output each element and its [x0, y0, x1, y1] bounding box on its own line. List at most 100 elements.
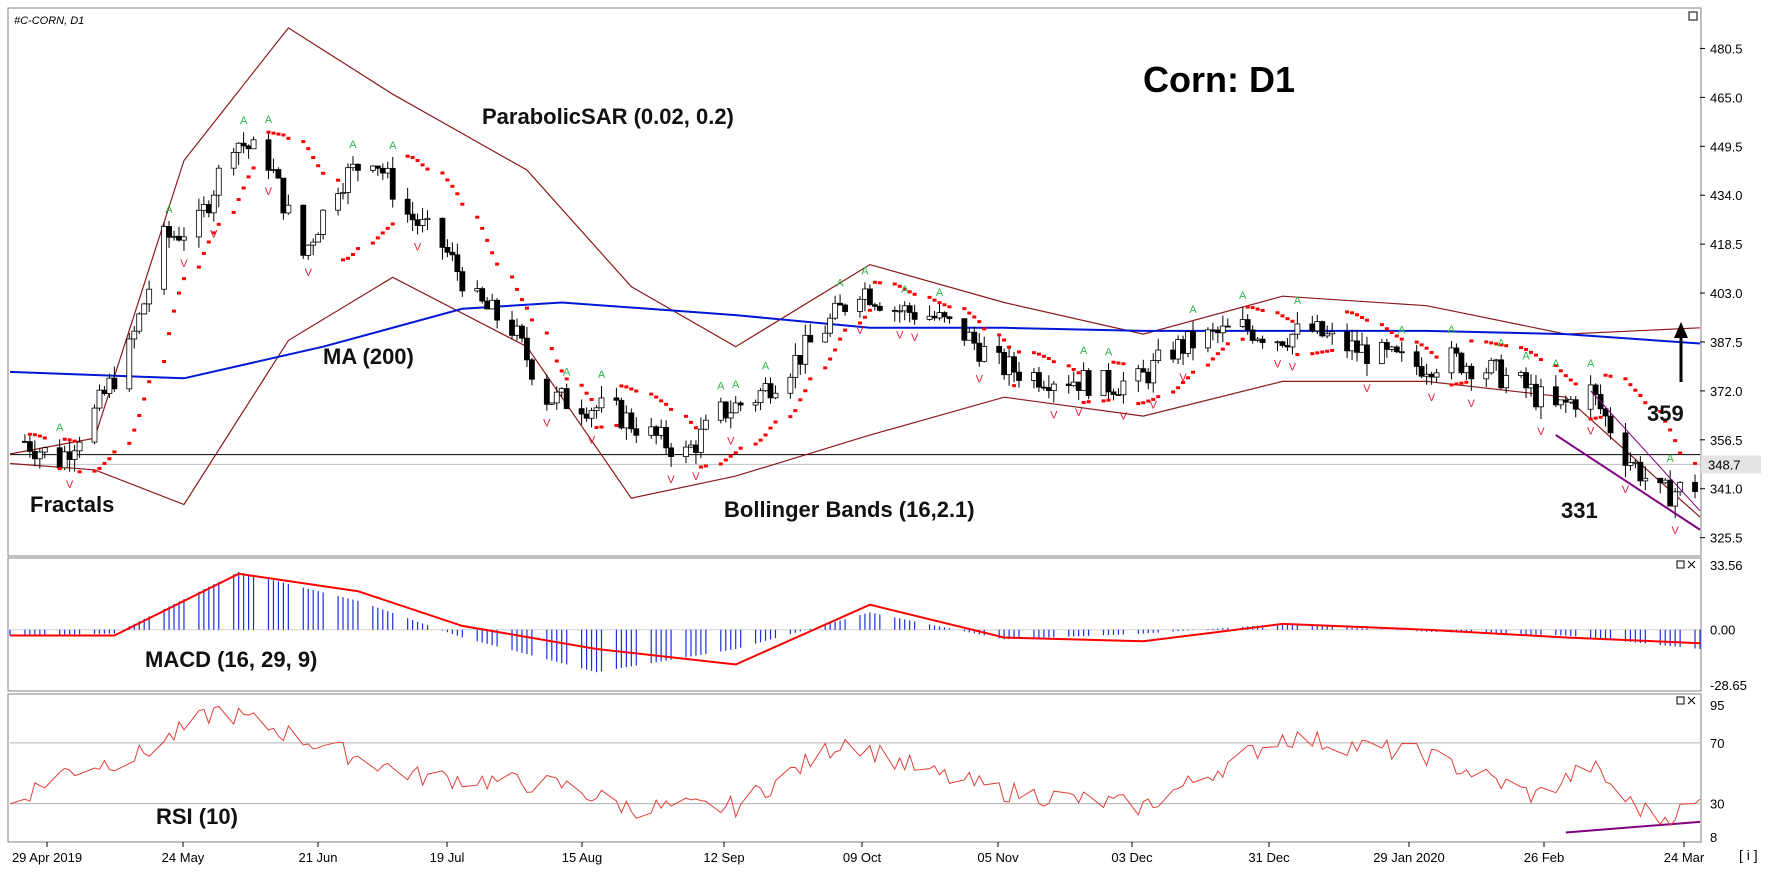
candle-body: [509, 319, 515, 336]
sar-dot: [833, 348, 838, 352]
price-tick-label: 449.5: [1710, 139, 1743, 154]
rsi-maximize-icon[interactable]: [1676, 696, 1685, 705]
fractal-down-marker: V: [727, 435, 735, 447]
date-tick-label: 29 Jan 2020: [1373, 850, 1445, 865]
candle-body: [548, 402, 555, 405]
sar-dot: [1101, 399, 1106, 403]
candle-body: [1070, 381, 1077, 387]
sar-dot: [246, 175, 251, 179]
date-tick-label: 26 Feb: [1524, 850, 1564, 865]
candle-body: [1383, 342, 1390, 350]
candle-body: [717, 401, 724, 421]
candle-body: [583, 413, 590, 419]
candle-body: [26, 441, 33, 452]
ma-label: MA (200): [323, 344, 414, 369]
sar-dot: [808, 377, 813, 381]
candle-body: [379, 167, 386, 174]
sar-dot: [107, 457, 112, 461]
sar-dot: [216, 222, 221, 226]
sar-dot: [897, 284, 902, 288]
sar-dot: [1424, 346, 1429, 350]
maximize-icon[interactable]: [1688, 11, 1698, 21]
candle-body: [1279, 341, 1286, 346]
price-tick-label: 341.0: [1710, 482, 1743, 497]
date-tick-label: 24 Mar: [1664, 850, 1705, 865]
info-icon[interactable]: [ i ]: [1739, 847, 1758, 863]
rsi-tick-label: 95: [1710, 698, 1724, 713]
fractal-down-marker: V: [66, 479, 74, 491]
date-tick-label: 31 Dec: [1248, 850, 1290, 865]
sar-dot: [455, 192, 460, 196]
candle-body: [653, 426, 660, 436]
candle-body: [300, 204, 307, 256]
sar-dot: [982, 327, 987, 331]
sar-dot: [1588, 417, 1593, 421]
macd-close-icon[interactable]: [1687, 560, 1696, 569]
candle-body: [459, 271, 466, 292]
candle-body: [1085, 370, 1092, 396]
candle-body: [792, 354, 799, 378]
sar-dot: [1081, 401, 1086, 405]
sar-dot: [196, 265, 201, 269]
sar-dot: [843, 328, 848, 332]
level-359-label: 359: [1647, 401, 1684, 426]
macd-maximize-icon[interactable]: [1676, 560, 1685, 569]
candle-body: [971, 331, 978, 344]
sar-dot: [579, 383, 584, 387]
candle-body: [1289, 333, 1296, 348]
candle-body: [693, 444, 699, 453]
sar-dot: [276, 132, 281, 136]
sar-dot: [1628, 383, 1633, 387]
candle-body: [1170, 349, 1177, 360]
candle-body: [1587, 384, 1594, 410]
candle-body: [1324, 333, 1331, 337]
candle-body: [1622, 432, 1629, 466]
sar-dot: [1459, 381, 1464, 385]
sar-dot: [1658, 409, 1663, 413]
fractal-down-marker: V: [1428, 392, 1436, 404]
candle-body: [807, 334, 814, 343]
sar-dot: [1295, 353, 1300, 357]
candle-body: [598, 397, 605, 409]
candle-body: [171, 235, 177, 238]
candle-body: [111, 377, 118, 390]
sar-dot: [415, 158, 420, 162]
sar-dot: [311, 156, 316, 160]
sar-dot: [828, 357, 833, 361]
sar-dot: [1519, 346, 1524, 350]
candle-body: [1423, 373, 1430, 377]
sar-dot: [654, 395, 659, 399]
sar-dot: [1668, 428, 1673, 432]
sar-dot: [1036, 352, 1041, 356]
fractal-up-marker: A: [165, 204, 173, 216]
sar-dot: [241, 186, 246, 190]
fractal-up-marker: A: [240, 115, 248, 127]
fractal-up-marker: A: [265, 114, 273, 126]
sar-dot: [1071, 367, 1076, 371]
sar-dot: [1191, 370, 1195, 374]
sar-dot: [907, 290, 912, 294]
rsi-panel: [7, 693, 1702, 843]
sar-dot: [867, 308, 872, 312]
sar-dot: [385, 226, 390, 230]
candle-body: [1538, 386, 1544, 408]
fractal-up-marker: A: [1294, 295, 1302, 307]
candle-body: [126, 338, 133, 390]
candle-body: [1045, 387, 1052, 391]
sar-dot: [1106, 398, 1111, 402]
candle-body: [628, 412, 635, 430]
rsi-close-icon[interactable]: [1687, 696, 1696, 705]
sar-dot: [1553, 363, 1558, 367]
sar-dot: [405, 154, 410, 158]
sar-dot: [1538, 358, 1543, 362]
sar-dot: [316, 164, 321, 168]
fractal-down-marker: V: [667, 474, 675, 486]
current-price-badge: [1701, 455, 1761, 474]
candle-body: [1567, 399, 1574, 403]
sar-dot: [942, 303, 947, 307]
candle-body: [1175, 339, 1181, 360]
candle-body: [136, 313, 143, 332]
candle-body: [275, 169, 282, 179]
macd-label: MACD (16, 29, 9): [145, 647, 317, 672]
candle-body: [732, 402, 739, 414]
